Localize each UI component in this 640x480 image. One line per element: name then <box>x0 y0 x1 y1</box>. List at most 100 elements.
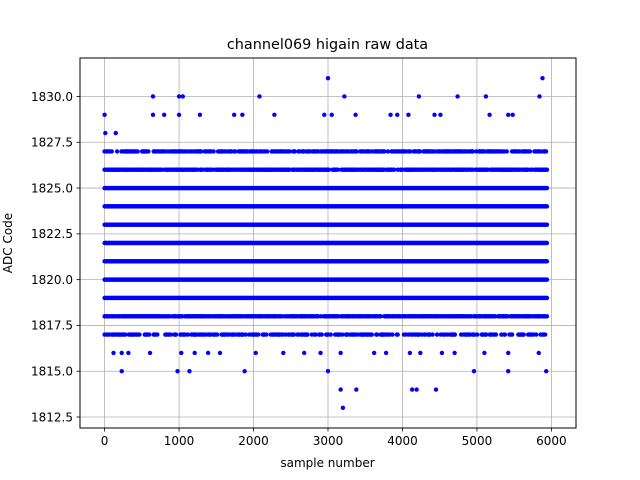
y-axis-label: ADC Code <box>1 213 15 273</box>
data-point <box>301 350 307 356</box>
y-tick-label: 1817.5 <box>31 319 73 333</box>
y-tick-label: 1815.0 <box>31 365 73 379</box>
data-point <box>342 94 347 99</box>
data-point <box>291 332 297 337</box>
data-point <box>242 369 247 374</box>
data-point <box>483 332 489 337</box>
y-tick-label: 1822.5 <box>31 227 73 241</box>
data-point <box>187 369 192 374</box>
data-point <box>122 332 128 337</box>
data-point <box>217 350 223 356</box>
data-point <box>137 332 142 337</box>
data-point <box>439 350 445 356</box>
data-point <box>544 185 550 191</box>
data-point <box>395 112 400 117</box>
data-point <box>506 112 511 117</box>
x-tick-label: 6000 <box>536 434 567 448</box>
data-point <box>430 332 435 337</box>
data-point <box>340 332 345 337</box>
data-point <box>354 387 359 392</box>
data-point <box>416 94 422 99</box>
y-tick-label: 1827.5 <box>31 136 73 150</box>
data-point <box>542 332 548 337</box>
data-point <box>329 112 334 117</box>
data-point <box>325 369 331 374</box>
data-point <box>328 332 333 337</box>
data-point <box>325 75 331 81</box>
data-point <box>150 112 156 117</box>
data-point <box>338 350 343 356</box>
data-point <box>179 350 184 356</box>
data-point <box>175 369 180 374</box>
data-point <box>471 369 477 374</box>
data-point <box>406 112 411 117</box>
data-point <box>487 112 492 117</box>
x-tick-label: 2000 <box>238 434 269 448</box>
data-point <box>452 332 458 337</box>
data-point <box>374 332 380 337</box>
data-point <box>540 75 545 81</box>
data-point <box>243 332 248 337</box>
data-point <box>544 259 550 264</box>
data-point <box>119 369 124 374</box>
data-point <box>353 112 358 117</box>
data-point <box>509 332 515 337</box>
data-point <box>506 369 511 374</box>
data-point <box>192 350 197 356</box>
data-point <box>434 332 440 337</box>
data-point <box>378 314 383 319</box>
data-point <box>119 350 124 356</box>
data-point <box>109 149 114 154</box>
data-point <box>544 240 550 246</box>
data-point <box>395 332 400 337</box>
data-point <box>322 112 327 117</box>
data-point <box>544 295 550 301</box>
data-point <box>185 332 190 337</box>
data-point <box>147 332 152 337</box>
data-point <box>493 332 499 337</box>
data-point <box>371 350 377 356</box>
data-point <box>438 112 443 117</box>
data-point <box>544 167 550 172</box>
data-point <box>390 332 395 337</box>
data-point <box>257 94 262 99</box>
data-point <box>150 94 156 99</box>
x-tick-label: 1000 <box>164 434 195 448</box>
data-point <box>521 332 526 337</box>
data-point <box>475 332 480 337</box>
data-point <box>510 112 515 117</box>
data-point <box>265 149 270 154</box>
data-point <box>432 112 437 117</box>
data-point <box>111 350 116 356</box>
data-point <box>318 350 323 356</box>
x-axis-label: sample number <box>280 456 374 470</box>
data-point <box>536 350 541 356</box>
data-point <box>155 332 160 337</box>
data-points <box>102 75 550 411</box>
data-point <box>173 332 179 337</box>
data-point <box>161 112 167 117</box>
data-point <box>240 112 245 117</box>
x-tick-label: 4000 <box>387 434 418 448</box>
data-point <box>319 332 324 337</box>
data-point <box>180 94 185 99</box>
data-point <box>103 130 108 136</box>
data-point <box>433 387 439 392</box>
data-point <box>338 387 343 392</box>
data-point <box>544 314 550 319</box>
data-point <box>340 405 346 411</box>
x-tick-label: 5000 <box>462 434 493 448</box>
data-point <box>313 332 318 337</box>
y-tick-label: 1812.5 <box>31 410 73 424</box>
data-point <box>414 387 419 392</box>
data-point <box>407 350 413 356</box>
data-point <box>197 112 203 117</box>
data-point <box>543 149 549 154</box>
data-point <box>168 332 173 337</box>
data-point <box>281 350 286 356</box>
data-point <box>544 369 549 374</box>
data-point <box>214 332 220 337</box>
data-point <box>455 94 460 99</box>
x-tick-label: 3000 <box>313 434 344 448</box>
